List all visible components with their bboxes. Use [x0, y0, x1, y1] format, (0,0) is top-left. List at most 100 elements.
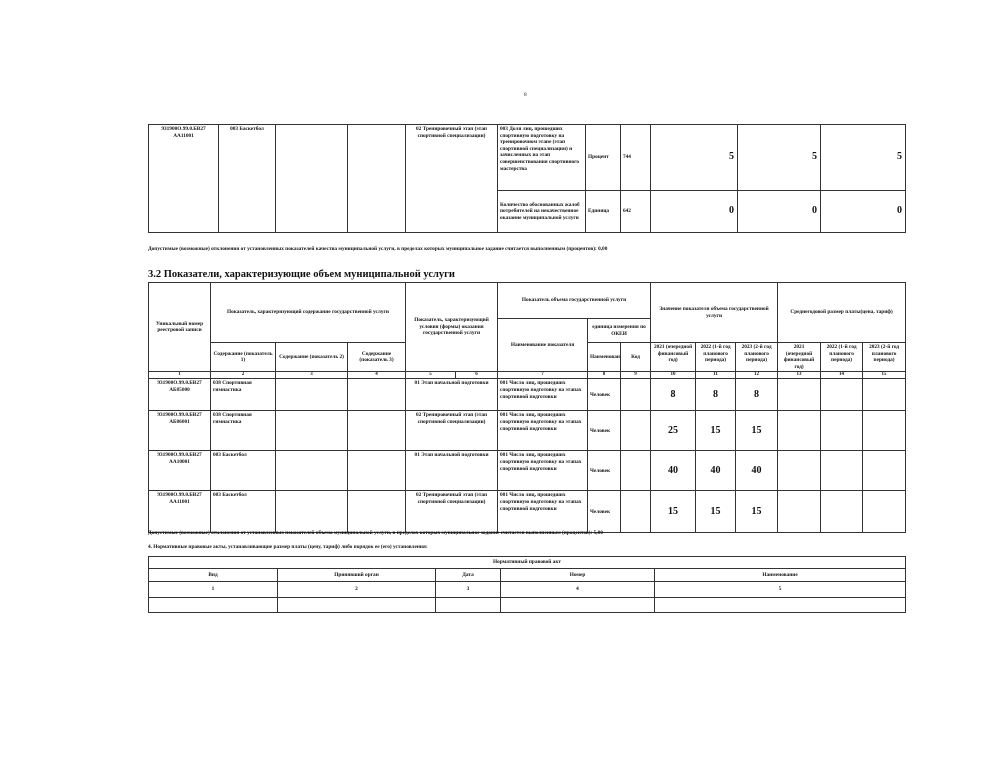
- hdr-fee-2021: 2021 (очередной финансовый год): [777, 341, 822, 373]
- legal-empty-cell: [277, 597, 436, 613]
- hdr-condition-group: Показатель, характеризующий условия (фор…: [405, 281, 499, 373]
- fee-2022: [820, 450, 864, 492]
- volume-table: Уникальный номер реестровой записи Показ…: [148, 281, 907, 534]
- value-2021: 5: [650, 124, 738, 191]
- column-number: 4: [346, 371, 407, 380]
- hdr-content2: Содержание (показатель 2): [275, 341, 348, 373]
- indicator-name: Количество обоснованных жалоб потребител…: [497, 190, 586, 233]
- condition: 02 Тренировочный этап (этап спортивной с…: [405, 490, 499, 534]
- content3: [346, 450, 407, 492]
- condition: 01 Этап начальной подготовки: [405, 378, 499, 412]
- indicator-name: 001 Число лиц, прошедших спортивную подг…: [497, 410, 589, 452]
- column-number: 13: [777, 371, 822, 380]
- code: 744: [620, 124, 651, 191]
- content3: [346, 490, 407, 534]
- hdr-fee-2022: 2022 (1-й год планового периода): [820, 341, 864, 373]
- hdr-volume-group: Показатель объема государственной услуги: [497, 282, 652, 319]
- legal-col-number: 4: [500, 581, 655, 598]
- section-title: 3.2 Показатели, характеризующие объем му…: [148, 269, 455, 280]
- content1: 003 Баскетбол: [218, 124, 276, 233]
- fee-2023: [862, 490, 907, 534]
- content2: [275, 450, 348, 492]
- column-number: 15: [862, 371, 907, 380]
- unit-code: [620, 410, 652, 452]
- hdr-reg-number: Уникальный номер реестровой записи: [148, 281, 211, 373]
- table-row: 931900О.99.0.БВ27 АБ85000 038 Спортивная …: [148, 378, 907, 412]
- column-number: 12: [735, 371, 779, 380]
- column-number: 14: [820, 371, 864, 380]
- fee-2022: [820, 410, 864, 452]
- legal-empty-cell: [653, 597, 907, 613]
- value-2021: 0: [650, 190, 738, 233]
- column-number: 1: [148, 371, 211, 380]
- hdr-value-group: Значение показателя объема государственн…: [650, 282, 779, 343]
- legal-empty-cell: [435, 597, 501, 613]
- reg-number: 931900О.99.0.БВ27 АБ86001: [148, 410, 211, 452]
- reg-number: 931900О.99.0.БВ27 АА10001: [148, 450, 211, 492]
- table-row: 931900О.99.0.БВ27 АБ86001 038 Спортивная …: [148, 410, 907, 452]
- column-number: 11: [695, 371, 737, 380]
- content3: [346, 410, 407, 452]
- unit-code: [620, 490, 652, 534]
- page-number: 8: [524, 92, 527, 98]
- hdr-2021: 2021 (очередной финансовый год): [650, 341, 697, 373]
- legal-col-number: 2: [277, 581, 436, 598]
- column-number: 9: [620, 371, 652, 380]
- value-2023: 15: [735, 410, 779, 452]
- fee-2023: [862, 450, 907, 492]
- legal-col-header: Принявший орган: [277, 568, 436, 582]
- hdr-unit-group: единица измерения по ОКЕИ: [587, 318, 652, 343]
- volume-deviation-note: Допустимые (возможные) отклонения от уст…: [148, 530, 603, 536]
- content1: 038 Спортивная гимнастика: [210, 378, 276, 412]
- legal-col-header: Вид: [148, 568, 278, 582]
- hdr-content-group: Показатель, характеризующий содержание г…: [209, 282, 407, 343]
- hdr-content1: Содержание (показатель 1): [210, 341, 276, 373]
- legal-col-header: Номер: [500, 568, 655, 582]
- legal-empty-cell: [148, 597, 278, 613]
- content3: [347, 124, 406, 233]
- value-2022: 40: [695, 450, 737, 492]
- reg-number: 931900О.99.0.БВ27 АА11001: [148, 124, 219, 233]
- unit: Человек: [587, 410, 622, 452]
- legal-col-header: Дата: [435, 568, 501, 582]
- value-2022: 8: [695, 378, 737, 412]
- unit: Человек: [587, 378, 622, 412]
- quality-table: 931900О.99.0.БВ27 АА11001 003 Баскетбол …: [148, 124, 906, 233]
- code: 642: [620, 190, 651, 233]
- value-2022: 5: [737, 124, 821, 191]
- table-row: 931900О.99.0.БВ27 АА10001 003 Баскетбол 01…: [148, 450, 907, 492]
- legal-group-header: Нормативный правовой акт: [147, 556, 907, 569]
- column-number: 5: [405, 371, 457, 380]
- value-2023: 0: [820, 190, 906, 233]
- fee-2021: [777, 378, 822, 412]
- indicator-name: 001 Число лиц, прошедших спортивную подг…: [497, 450, 589, 492]
- reg-number: 931900О.99.0.БВ27 АА11001: [148, 490, 211, 534]
- column-number: 8: [587, 371, 622, 380]
- table-row: 931900О.99.0.БВ27 АА11001 003 Баскетбол 02…: [148, 490, 907, 534]
- value-2022: 15: [695, 490, 737, 534]
- legal-section-title: 4. Нормативные правовые акты, устанавлив…: [148, 544, 428, 550]
- value-2022: 15: [695, 410, 737, 452]
- fee-2022: [820, 378, 864, 412]
- fee-2021: [777, 490, 822, 534]
- content2: [275, 378, 348, 412]
- content2: [275, 490, 348, 534]
- value-2021: 40: [650, 450, 697, 492]
- column-number: 3: [275, 371, 348, 380]
- legal-col-number: 1: [148, 581, 278, 598]
- indicator-name: 001 Число лиц, прошедших спортивную подг…: [497, 378, 589, 412]
- content1: 003 Баскетбол: [210, 450, 276, 492]
- indicator-name: 001 Число лиц, прошедших спортивную подг…: [497, 490, 589, 534]
- condition: 02 Тренировочный этап (этап спортивной с…: [405, 124, 498, 233]
- unit: Процент: [585, 124, 621, 191]
- content1: 038 Спортивная гимнастика: [210, 410, 276, 452]
- hdr-unit-name: Наименование: [587, 341, 622, 373]
- content3: [346, 378, 407, 412]
- fee-2023: [862, 410, 907, 452]
- unit-code: [620, 378, 652, 412]
- value-2021: 8: [650, 378, 697, 412]
- hdr-fee-2023: 2023 (2-й год планового периода): [862, 341, 907, 373]
- content1: 003 Баскетбол: [210, 490, 276, 534]
- value-2023: 8: [735, 378, 779, 412]
- unit: Единица: [585, 190, 621, 233]
